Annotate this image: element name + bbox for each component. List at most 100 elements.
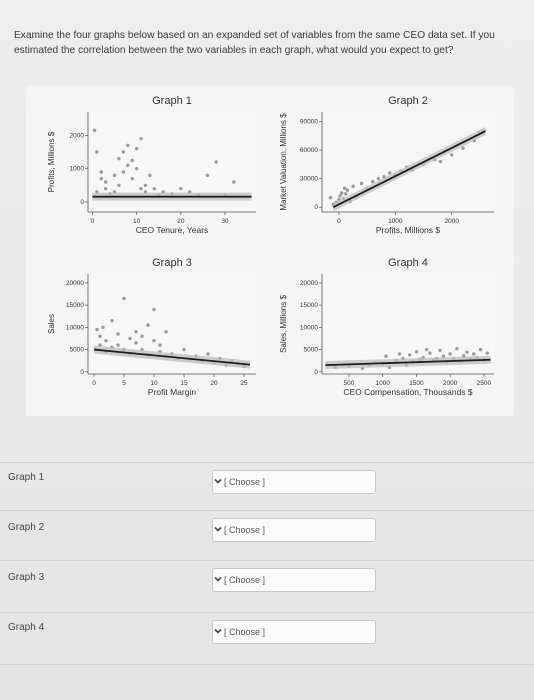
answer-label: Graph 2 [8,522,45,533]
question-text: Examine the four graphs below based on a… [14,30,495,56]
x-axis-label: CEO Compensation, Thousands $ [343,387,473,397]
graph-title: Graph 3 [152,257,192,269]
x-tick-label: 2500 [477,380,492,387]
x-tick-label: 500 [344,380,355,387]
answer-row-graph-3: Graph 3 [ Choose ] [0,566,534,618]
row-divider [0,560,534,561]
y-tick-label: 5000 [304,347,319,354]
data-point [338,194,342,198]
data-point [461,146,465,150]
data-point [448,352,452,356]
data-point [99,170,103,174]
graph-4-select[interactable]: [ Choose ] [212,620,376,644]
chevron-down-icon [214,576,222,582]
answer-row-graph-4: Graph 4 [ Choose ] [0,616,534,668]
data-point [340,191,344,195]
data-point [465,350,469,354]
data-point [104,338,108,343]
data-point [359,181,364,186]
graph-title: Graph 1 [152,95,192,107]
data-point [407,353,412,357]
x-tick-label: 1000 [388,218,403,225]
data-point [397,352,402,356]
chevron-down-icon [214,628,222,634]
data-point [122,296,126,301]
data-point [182,347,186,352]
graph-2-select[interactable]: [ Choose ] [212,518,376,542]
x-tick-label: 5 [122,380,126,387]
y-tick-label: 5000 [70,347,85,354]
data-point [99,176,103,181]
data-point [478,347,483,352]
x-tick-label: 30 [221,218,229,225]
row-divider [0,510,534,511]
y-tick-label: 15000 [66,302,84,309]
data-point [485,351,489,355]
answer-row-graph-2: Graph 2 [ Choose ] [0,516,534,568]
graph-title: Graph 2 [388,95,428,107]
row-divider [0,664,534,665]
x-tick-label: 0 [92,380,96,387]
x-tick-label: 25 [240,380,248,387]
select-placeholder: [ Choose ] [224,477,266,487]
data-point [95,327,99,332]
data-point [117,183,121,188]
graph-1-select[interactable]: [ Choose ] [212,470,376,494]
data-point [428,351,432,355]
x-tick-label: 1500 [409,380,424,387]
data-point [424,347,429,352]
x-axis-label: Profits, Millions $ [376,225,441,235]
data-point [128,336,132,341]
data-point [342,186,347,190]
data-point [134,341,138,345]
row-divider [0,612,534,613]
data-point [121,150,126,154]
data-point [351,184,355,188]
data-point [116,343,120,347]
data-point [126,143,130,148]
x-tick-label: 2000 [444,218,459,225]
data-point [328,196,333,200]
graph-3-select[interactable]: [ Choose ] [212,568,376,592]
data-point [387,171,392,175]
data-point [179,186,183,191]
data-point [140,334,144,338]
data-point [450,153,454,157]
data-point [441,354,446,358]
y-axis-label: Sales, Millions $ [279,295,288,353]
y-tick-label: 0 [314,369,318,376]
data-point [152,338,156,343]
data-point [158,343,162,347]
data-point [126,163,130,168]
y-tick-label: 0 [80,369,84,376]
x-tick-label: 0 [337,218,341,225]
trend-line [332,130,486,209]
data-point [232,180,236,184]
y-tick-label: 10000 [66,324,84,331]
chevron-down-icon [214,478,222,484]
y-tick-label: 30000 [300,176,318,183]
data-point [139,136,143,141]
data-point [95,150,99,154]
graphs-figure: Graph 1 0 10 20 30 0 1000 2000 CEO Tenure, Years… [26,86,514,416]
select-placeholder: [ Choose ] [224,627,266,637]
data-point [371,179,375,184]
data-point [414,350,419,354]
data-point [345,188,350,192]
y-tick-label: 60000 [300,147,318,154]
data-point [384,354,388,358]
data-point [134,166,139,171]
y-tick-label: 10000 [300,324,318,331]
data-point [343,192,348,196]
data-point [112,173,117,178]
data-point [455,346,459,351]
y-axis-label: Profits, Millions $ [47,131,56,192]
y-axis-label: Sales [47,314,56,334]
answer-label: Graph 3 [8,572,45,583]
x-tick-label: 10 [133,218,141,225]
answer-label: Graph 4 [8,622,45,633]
data-point [148,173,152,178]
x-axis-label: CEO Tenure, Years [136,225,209,235]
y-axis-label: Market Valuation, Millions $ [279,113,288,211]
